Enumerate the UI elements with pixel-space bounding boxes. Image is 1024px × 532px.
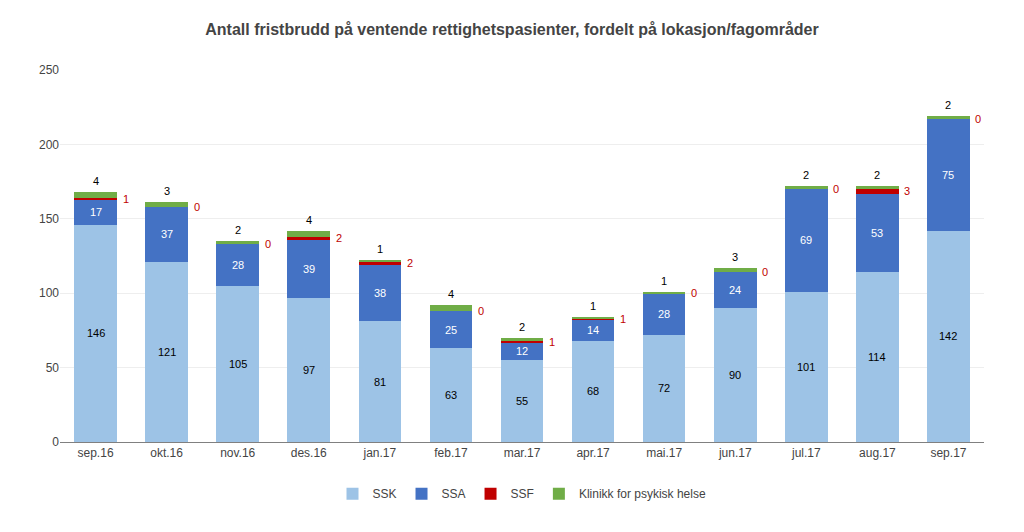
svg-text:17: 17	[90, 206, 102, 218]
svg-text:okt.16: okt.16	[150, 446, 183, 460]
svg-text:2: 2	[519, 321, 525, 333]
svg-text:feb.17: feb.17	[434, 446, 468, 460]
svg-text:75: 75	[942, 169, 954, 181]
svg-text:150: 150	[39, 212, 59, 226]
svg-text:2: 2	[874, 169, 880, 181]
svg-text:63: 63	[445, 389, 457, 401]
svg-text:1: 1	[549, 336, 555, 348]
svg-text:1: 1	[620, 313, 626, 325]
svg-text:200: 200	[39, 138, 59, 152]
svg-text:0: 0	[762, 266, 768, 278]
svg-text:0: 0	[52, 435, 59, 449]
svg-text:81: 81	[374, 376, 386, 388]
svg-text:97: 97	[303, 364, 315, 376]
svg-text:1: 1	[377, 243, 383, 255]
svg-text:69: 69	[800, 234, 812, 246]
svg-text:28: 28	[658, 308, 670, 320]
svg-text:1: 1	[590, 300, 596, 312]
svg-text:25: 25	[445, 324, 457, 336]
svg-text:121: 121	[158, 346, 176, 358]
svg-text:38: 38	[374, 287, 386, 299]
svg-text:114: 114	[868, 351, 886, 363]
svg-text:2: 2	[945, 99, 951, 111]
svg-text:jul.17: jul.17	[791, 446, 821, 460]
svg-text:28: 28	[232, 259, 244, 271]
svg-text:250: 250	[39, 63, 59, 77]
svg-text:105: 105	[229, 358, 247, 370]
svg-text:90: 90	[729, 369, 741, 381]
svg-text:jan.17: jan.17	[362, 446, 396, 460]
svg-text:3: 3	[904, 185, 910, 197]
svg-text:SSF: SSF	[511, 487, 534, 501]
svg-text:37: 37	[161, 228, 173, 240]
svg-text:apr.17: apr.17	[576, 446, 610, 460]
svg-text:3: 3	[164, 185, 170, 197]
svg-text:Antall fristbrudd på ventende: Antall fristbrudd på ventende rettighets…	[205, 21, 818, 38]
svg-text:0: 0	[833, 183, 839, 195]
svg-text:2: 2	[235, 224, 241, 236]
svg-text:55: 55	[516, 395, 528, 407]
svg-text:mar.17: mar.17	[504, 446, 541, 460]
svg-text:0: 0	[194, 201, 200, 213]
svg-text:sep.16: sep.16	[78, 446, 114, 460]
svg-text:1: 1	[661, 275, 667, 287]
svg-text:des.16: des.16	[291, 446, 327, 460]
svg-text:2: 2	[336, 232, 342, 244]
svg-text:72: 72	[658, 382, 670, 394]
svg-text:101: 101	[797, 361, 815, 373]
svg-text:24: 24	[729, 284, 741, 296]
svg-text:146: 146	[87, 327, 105, 339]
svg-text:sep.17: sep.17	[930, 446, 966, 460]
svg-text:mai.17: mai.17	[646, 446, 682, 460]
svg-text:aug.17: aug.17	[859, 446, 896, 460]
svg-text:0: 0	[691, 287, 697, 299]
svg-text:2: 2	[803, 169, 809, 181]
svg-text:SSK: SSK	[373, 487, 397, 501]
svg-text:68: 68	[587, 385, 599, 397]
svg-text:4: 4	[93, 175, 99, 187]
svg-text:2: 2	[407, 257, 413, 269]
svg-text:Klinikk for psykisk helse: Klinikk for psykisk helse	[579, 487, 706, 501]
svg-text:1: 1	[123, 193, 129, 205]
svg-text:50: 50	[46, 361, 60, 375]
svg-text:12: 12	[516, 345, 528, 357]
svg-text:142: 142	[939, 330, 957, 342]
svg-text:nov.16: nov.16	[220, 446, 255, 460]
svg-text:0: 0	[265, 238, 271, 250]
svg-text:0: 0	[975, 113, 981, 125]
svg-text:4: 4	[448, 288, 454, 300]
svg-text:4: 4	[306, 214, 312, 226]
svg-text:100: 100	[39, 286, 59, 300]
svg-text:53: 53	[871, 227, 883, 239]
svg-text:3: 3	[732, 251, 738, 263]
svg-text:jun.17: jun.17	[718, 446, 752, 460]
svg-text:SSA: SSA	[442, 487, 466, 501]
svg-text:0: 0	[478, 305, 484, 317]
svg-text:14: 14	[587, 324, 599, 336]
svg-text:39: 39	[303, 263, 315, 275]
